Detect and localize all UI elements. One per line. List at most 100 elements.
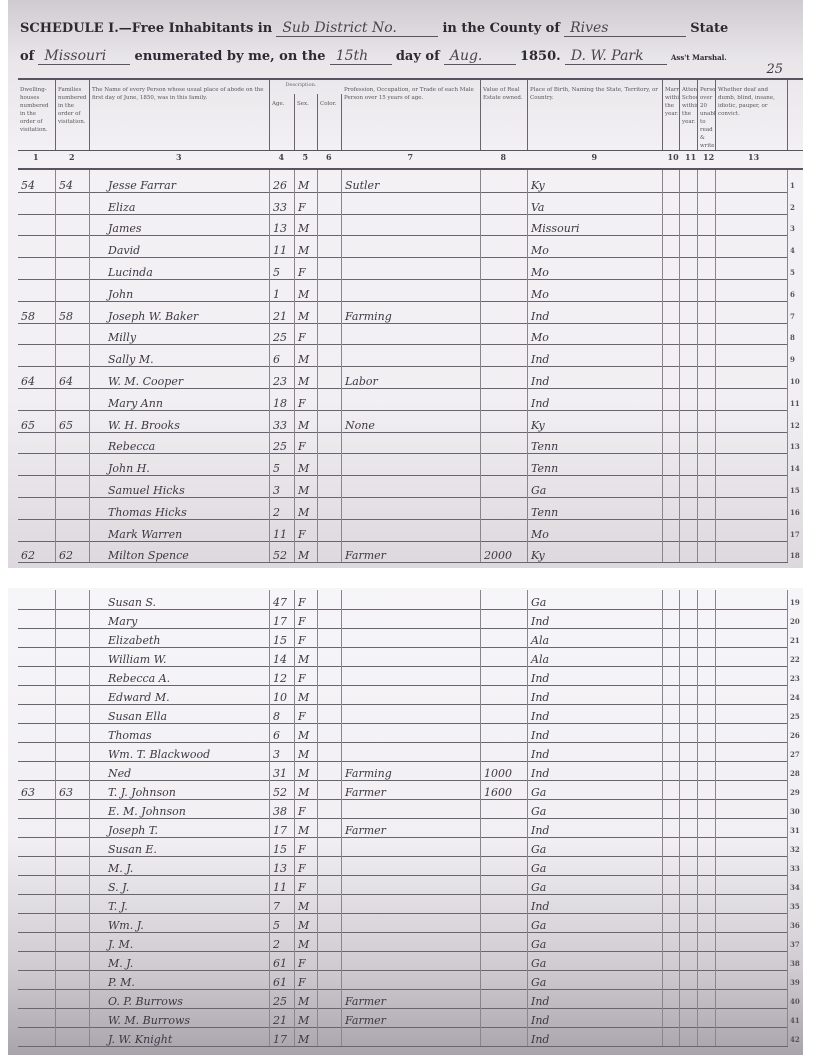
- column-header-5: Sex.: [295, 94, 318, 150]
- cell-col-6: [318, 322, 342, 345]
- cell-name: T. J.: [90, 894, 270, 913]
- cell-col-13: [716, 609, 788, 628]
- enumeration-line: of Missouri enumerated by me, on the 15t…: [20, 48, 727, 65]
- line-number: 19: [790, 598, 800, 607]
- cell-family: [56, 609, 90, 628]
- cell-occupation: [342, 704, 481, 723]
- cell-occupation: Farmer: [342, 780, 481, 799]
- cell-value: [481, 170, 528, 192]
- line-number: 27: [790, 750, 800, 759]
- cell-dwelling: 54: [18, 170, 56, 192]
- cell-col-12: [698, 409, 716, 432]
- cell-col-6: [318, 799, 342, 818]
- cell-name: Milly: [90, 322, 270, 345]
- day-of-label: day of: [395, 49, 440, 64]
- cell-sex: M: [295, 409, 318, 432]
- cell-dwelling: [18, 951, 56, 970]
- cell-col-10: [663, 590, 680, 609]
- table-row: Susan S. 47 F Ga 19: [18, 590, 800, 610]
- cell-col-10: [663, 875, 680, 894]
- cell-col-6: [318, 191, 342, 214]
- cell-value: [481, 894, 528, 913]
- cell-col-12: [698, 628, 716, 647]
- cell-birthplace: Ala: [528, 628, 663, 647]
- cell-dwelling: [18, 497, 56, 519]
- table-row: M. J. 61 F Ga 38: [18, 951, 800, 971]
- column-number-10: 10: [667, 152, 679, 162]
- cell-col-13: [716, 191, 788, 214]
- cell-dwelling: [18, 628, 56, 647]
- subdivision-handwritten: Sub District No.: [276, 20, 439, 37]
- cell-family: [56, 913, 90, 932]
- cell-col-6: [318, 970, 342, 989]
- cell-birthplace: Ind: [528, 388, 663, 410]
- cell-age: 3: [270, 742, 295, 761]
- cell-col-12: [698, 170, 716, 192]
- cell-col-11: [680, 540, 698, 563]
- cell-value: [481, 388, 528, 410]
- cell-sex: M: [295, 742, 318, 761]
- cell-value: [481, 344, 528, 367]
- cell-col-10: [663, 932, 680, 951]
- cell-col-6: [318, 497, 342, 519]
- cell-col-12: [698, 875, 716, 894]
- cell-name: Mary: [90, 609, 270, 628]
- cell-occupation: [342, 856, 481, 875]
- line-number: 1: [790, 180, 795, 190]
- line-number: 32: [790, 845, 800, 854]
- cell-age: 1: [270, 279, 295, 301]
- column-number-3: 3: [176, 152, 182, 162]
- cell-birthplace: Ga: [528, 590, 663, 609]
- cell-family: [56, 590, 90, 609]
- cell-col-12: [698, 300, 716, 323]
- cell-col-10: [663, 453, 680, 476]
- table-row: E. M. Johnson 38 F Ga 30: [18, 799, 800, 819]
- county-label: in the County of: [442, 21, 560, 36]
- cell-col-11: [680, 761, 698, 780]
- cell-occupation: [342, 431, 481, 454]
- cell-age: 3: [270, 475, 295, 497]
- line-number: 35: [790, 902, 800, 911]
- cell-occupation: Farming: [342, 761, 481, 780]
- cell-dwelling: [18, 742, 56, 761]
- table-row: John H. 5 M Tenn 14: [18, 453, 800, 477]
- cell-name: John: [90, 279, 270, 301]
- column-headers: Dwelling-houses numbered in the order of…: [18, 78, 803, 151]
- cell-sex: F: [295, 257, 318, 279]
- table-row: Edward M. 10 M Ind 24: [18, 685, 800, 705]
- cell-dwelling: [18, 894, 56, 913]
- cell-occupation: Sutler: [342, 170, 481, 192]
- cell-col-12: [698, 704, 716, 723]
- marshal-signature: D. W. Park: [564, 48, 667, 65]
- cell-name: Eliza: [90, 191, 270, 214]
- cell-col-11: [680, 875, 698, 894]
- cell-name: Mary Ann: [90, 388, 270, 410]
- cell-sex: M: [295, 780, 318, 799]
- cell-age: 8: [270, 704, 295, 723]
- cell-col-13: [716, 704, 788, 723]
- cell-name: Ned: [90, 761, 270, 780]
- cell-col-13: [716, 818, 788, 837]
- cell-name: P. M.: [90, 970, 270, 989]
- cell-age: 25: [270, 322, 295, 345]
- cell-birthplace: Tenn: [528, 497, 663, 519]
- cell-col-10: [663, 913, 680, 932]
- cell-col-10: [663, 666, 680, 685]
- line-number: 38: [790, 959, 800, 968]
- cell-col-13: [716, 799, 788, 818]
- cell-col-12: [698, 609, 716, 628]
- cell-col-12: [698, 913, 716, 932]
- cell-col-6: [318, 431, 342, 454]
- table-row: Mary 17 F Ind 20: [18, 609, 800, 629]
- county-handwritten: Rives: [564, 20, 687, 37]
- cell-sex: F: [295, 856, 318, 875]
- cell-family: 65: [56, 409, 90, 432]
- cell-name: Lucinda: [90, 257, 270, 279]
- cell-birthplace: Ga: [528, 856, 663, 875]
- cell-col-13: [716, 475, 788, 497]
- cell-sex: M: [295, 1027, 318, 1046]
- cell-col-11: [680, 475, 698, 497]
- line-number: 30: [790, 807, 800, 816]
- line-number: 7: [790, 311, 795, 321]
- cell-col-13: [716, 279, 788, 301]
